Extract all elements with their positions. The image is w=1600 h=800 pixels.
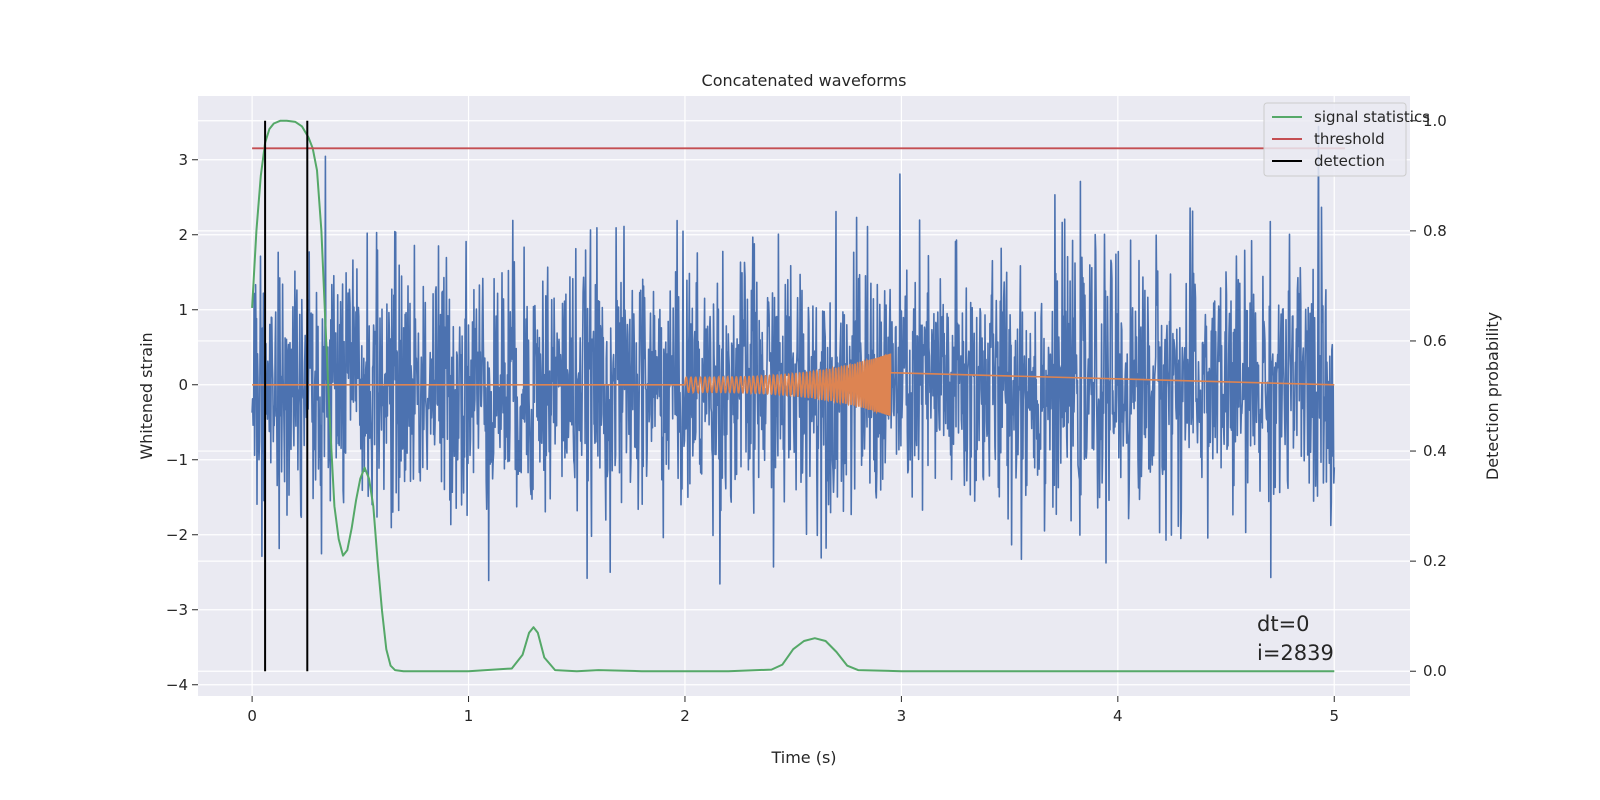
y-left-tick-label: 3	[178, 151, 188, 169]
y-left-tick-label: −2	[166, 526, 188, 544]
noise-trace	[251, 125, 1336, 585]
x-tick-label: 5	[1329, 707, 1339, 725]
y-left-tick-label: −1	[166, 451, 188, 469]
annotation-index: i=2839	[1257, 641, 1334, 665]
y-axis-left-label: Whitened strain	[137, 332, 156, 459]
x-tick-label: 4	[1113, 707, 1123, 725]
waveform-trace	[252, 353, 1335, 416]
legend-label-detection: detection	[1314, 152, 1385, 170]
y-right-tick-label: 0.8	[1423, 222, 1447, 240]
y-right-tick-label: 0.6	[1423, 332, 1447, 350]
tick-labels: 0 1 2 3 4 5 −4 −3 −2 −1 0 1 2 3 0.0 0.2 0.4 0.6 0.8 1.0	[166, 112, 1447, 725]
y-right-tick-label: 0.2	[1423, 552, 1447, 570]
x-axis-label: Time (s)	[770, 748, 836, 767]
y-left-tick-label: 0	[178, 376, 188, 394]
legend-box	[1263, 102, 1407, 177]
x-tick-label: 1	[464, 707, 474, 725]
x-tick-label: 3	[897, 707, 907, 725]
y-left-tick-label: −3	[166, 601, 188, 619]
x-tick-label: 0	[247, 707, 257, 725]
y-left-tick-label: 2	[178, 226, 188, 244]
waveform-series	[252, 353, 1335, 416]
legend-label-signal-statistics: signal statistics	[1314, 108, 1430, 126]
x-tick-label: 2	[680, 707, 690, 725]
y-right-tick-label: 0.0	[1423, 662, 1447, 680]
y-axis-right-label: Detection probability	[1483, 312, 1502, 480]
chart-title: Concatenated waveforms	[702, 71, 907, 90]
y-left-tick-label: −4	[166, 676, 188, 694]
legend: signal statistics threshold detection	[1263, 102, 1430, 177]
y-right-tick-label: 0.4	[1423, 442, 1447, 460]
y-left-tick-label: 1	[178, 301, 188, 319]
noise-series	[251, 125, 1336, 585]
annotation-dt: dt=0	[1257, 612, 1310, 636]
probability-series	[251, 119, 1346, 673]
legend-label-threshold: threshold	[1314, 130, 1385, 148]
y-right-tick-label: 1.0	[1423, 112, 1447, 130]
